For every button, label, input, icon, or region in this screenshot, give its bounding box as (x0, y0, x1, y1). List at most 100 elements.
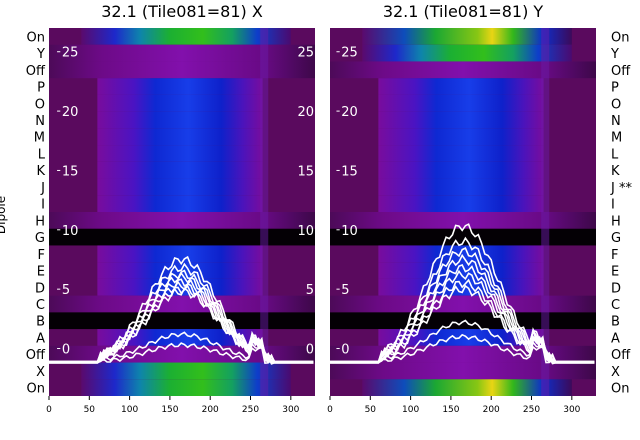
dipole-row-label: On (27, 382, 45, 397)
x-tick-label: 50 (365, 405, 377, 415)
x-tick-label: 200 (202, 405, 219, 415)
dipole-row-label: On (611, 30, 629, 45)
dipole-row-label: X (36, 365, 45, 380)
heatmap-row-band (49, 345, 315, 363)
x-tick-label: 300 (282, 405, 299, 415)
overlay-tick-label: 20 (62, 105, 79, 120)
heatmap-row-band (362, 28, 572, 45)
heatmap-row-band (81, 362, 291, 380)
overlay-tick-label: 15 (341, 164, 358, 179)
overlay-tick-label: 10 (62, 224, 79, 239)
dipole-row-label: H (611, 214, 621, 229)
heatmap-row-band (97, 128, 263, 146)
overlay-tick-label-right: 0 (306, 343, 314, 358)
dipole-row-label: I (41, 198, 45, 213)
dipole-row-label: Y (610, 47, 619, 62)
overlay-tick-label: 5 (62, 283, 70, 298)
overlay-tick-label: 5 (341, 283, 349, 298)
x-tick-label: 300 (563, 405, 580, 415)
heatmap-row-band (330, 295, 596, 313)
dipole-row-label: L (38, 147, 46, 162)
dipole-row-label: D (611, 281, 621, 296)
overlay-tick-label-right: 20 (297, 105, 314, 120)
heatmap-row-band (330, 312, 596, 330)
heatmap-row-band (330, 345, 596, 363)
heatmap-row-band (330, 212, 596, 229)
dipole-row-label: C (611, 298, 620, 313)
dipole-row-label: G (611, 231, 621, 246)
dipole-row-label: M (611, 131, 622, 146)
dipole-row-label: On (611, 382, 629, 397)
overlay-tick-label-right: 15 (297, 164, 314, 179)
heatmap-row-band (378, 195, 544, 212)
heatmap-row-band (97, 178, 263, 196)
heatmap-row-band (378, 278, 544, 296)
dipole-row-label: C (36, 298, 45, 313)
overlay-tick-label: 20 (341, 105, 358, 120)
x-tick-label: 100 (402, 405, 419, 415)
x-tick-label: 0 (327, 405, 333, 415)
heatmap-row-band (378, 145, 544, 162)
heatmap-row-band (330, 61, 596, 79)
dipole-row-label: K (611, 164, 620, 179)
overlay-line (49, 342, 314, 364)
heatmap-row-band (330, 362, 596, 380)
heatmap-row-band (378, 111, 544, 129)
overlay-tick-label: 25 (341, 46, 358, 61)
heatmap-row-band (97, 94, 263, 112)
dipole-row-label: L (611, 147, 619, 162)
x-tick-label: 150 (161, 405, 178, 415)
x-tick-label: 0 (46, 405, 52, 415)
dipole-row-label: P (37, 81, 45, 96)
dipole-row-label: O (35, 97, 45, 112)
overlay-tick-label: 10 (341, 224, 358, 239)
overlay-tick-label-right: 10 (297, 224, 314, 239)
heatmap-row-band (362, 44, 572, 62)
heatmap-row-band (330, 228, 596, 246)
dipole-row-label: A (611, 331, 620, 346)
dipole-row-label: F (611, 248, 618, 263)
dipole-row-label: K (36, 164, 45, 179)
dipole-row-label: J (40, 181, 45, 196)
dipole-row-label: E (611, 265, 619, 280)
overlay-tick-label-right: 5 (306, 283, 314, 298)
overlay-tick-label: 0 (62, 343, 70, 358)
dipole-row-label: P (611, 81, 619, 96)
x-tick-label: 250 (242, 405, 259, 415)
dipole-row-label: Off (611, 348, 631, 363)
overlay-tick-label-right: 25 (297, 46, 314, 61)
dipole-row-label: X (611, 365, 620, 380)
overlay-line (330, 333, 595, 364)
dipole-row-label: N (611, 114, 621, 129)
dipole-row-label: M (34, 131, 45, 146)
heatmap-row-band (49, 312, 315, 330)
overlay-tick-label: 25 (62, 46, 79, 61)
heatmap-row-band (97, 195, 263, 212)
dipole-row-label: G (35, 231, 45, 246)
dipole-row-label: Off (26, 64, 46, 79)
heatmap-stripe (541, 28, 550, 396)
dipole-row-label: B (36, 315, 45, 330)
heatmap-row-band (49, 228, 315, 246)
dipole-row-label: O (611, 97, 621, 112)
heatmap-row-band (97, 145, 263, 162)
dipole-row-label: J ** (610, 181, 632, 196)
chart-title: 32.1 (Tile081=81) X (101, 2, 263, 21)
heatmap-row-band (49, 44, 315, 62)
dipole-row-label: N (35, 114, 45, 129)
heatmap-row-band (378, 178, 544, 196)
dipole-row-label: E (37, 265, 45, 280)
x-tick-label: 100 (121, 405, 138, 415)
dipole-row-label: On (27, 30, 45, 45)
heatmap-row-band (378, 128, 544, 146)
dipole-row-label: A (36, 331, 45, 346)
chart-title: 32.1 (Tile081=81) Y (383, 2, 544, 21)
x-tick-label: 200 (483, 405, 500, 415)
x-tick-label: 250 (523, 405, 540, 415)
heatmap-stripe (260, 28, 269, 396)
heatmap-row-band (97, 245, 263, 263)
heatmap-row-band (378, 94, 544, 112)
dipole-row-label: B (611, 315, 620, 330)
